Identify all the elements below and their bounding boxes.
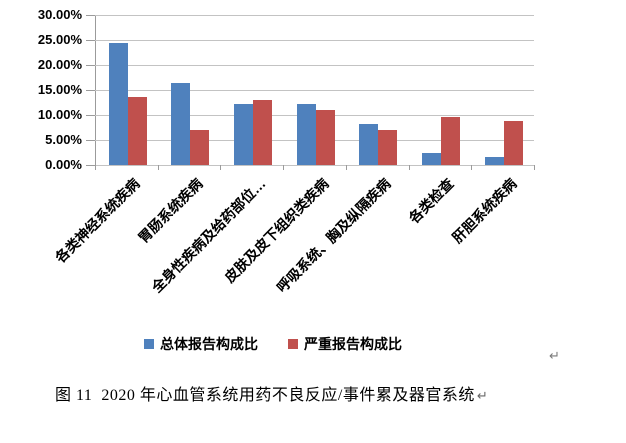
y-axis-tick bbox=[86, 90, 95, 91]
x-axis-tick bbox=[408, 165, 410, 170]
serious-report-bar bbox=[127, 96, 147, 165]
total-report-bar bbox=[171, 83, 191, 165]
y-axis-tick bbox=[86, 140, 95, 141]
y-axis-label: 15.00% bbox=[37, 82, 82, 97]
serious-report-bar bbox=[378, 129, 398, 165]
total-report-bar bbox=[296, 104, 316, 165]
paragraph-mark: ↵ bbox=[476, 388, 488, 403]
y-axis-label: 25.00% bbox=[37, 32, 82, 47]
legend-item: 严重报告构成比 bbox=[288, 334, 402, 354]
x-axis-tick bbox=[220, 165, 222, 170]
legend-label: 总体报告构成比 bbox=[160, 336, 258, 352]
y-axis-label: 20.00% bbox=[37, 57, 82, 72]
x-axis-tick bbox=[283, 165, 285, 170]
serious-report-bar bbox=[441, 116, 461, 165]
x-axis-tick bbox=[95, 165, 96, 170]
serious-report-bar bbox=[190, 129, 210, 165]
y-axis-label: 0.00% bbox=[45, 157, 82, 172]
gridline bbox=[95, 65, 534, 66]
total-report-bar bbox=[108, 42, 128, 165]
gridline bbox=[95, 90, 534, 91]
paragraph-mark: ↵ bbox=[549, 348, 560, 363]
y-axis-label: 10.00% bbox=[37, 107, 82, 122]
total-report-bar bbox=[233, 103, 253, 165]
bar-chart: 总体报告构成比 严重报告构成比 ↵ 30.00% 25.00% 20.00% 15.00… bbox=[37, 7, 560, 363]
y-axis-label: 5.00% bbox=[45, 132, 82, 147]
x-axis-tick bbox=[534, 165, 535, 170]
figure-caption-text: 图 11 2020 年心血管系统用药不良反应/事件累及器官系统 bbox=[55, 387, 475, 404]
serious-report-bar bbox=[315, 109, 335, 165]
gridline bbox=[95, 15, 534, 16]
legend-swatch bbox=[144, 339, 154, 349]
serious-report-bar bbox=[252, 99, 272, 165]
y-axis-tick bbox=[86, 165, 95, 166]
y-axis-tick bbox=[86, 115, 95, 116]
y-axis-tick bbox=[86, 40, 95, 41]
legend-label: 严重报告构成比 bbox=[304, 336, 402, 352]
legend-item: 总体报告构成比 bbox=[144, 334, 258, 354]
serious-report-bar bbox=[503, 120, 523, 165]
gridline bbox=[95, 40, 534, 41]
gridline bbox=[95, 165, 534, 166]
total-report-bar bbox=[422, 153, 442, 165]
chart-legend: 总体报告构成比 严重报告构成比 bbox=[144, 334, 402, 354]
x-axis-tick bbox=[157, 165, 159, 170]
figure-caption: 图 11 2020 年心血管系统用药不良反应/事件累及器官系统 ↵ bbox=[55, 386, 488, 406]
legend-swatch bbox=[288, 339, 298, 349]
y-axis-tick bbox=[86, 15, 95, 16]
x-axis-tick bbox=[471, 165, 473, 170]
y-axis-label: 30.00% bbox=[37, 7, 82, 22]
x-axis-tick bbox=[345, 165, 347, 170]
y-axis-tick bbox=[86, 65, 95, 66]
total-report-bar bbox=[359, 123, 379, 165]
total-report-bar bbox=[484, 156, 504, 165]
